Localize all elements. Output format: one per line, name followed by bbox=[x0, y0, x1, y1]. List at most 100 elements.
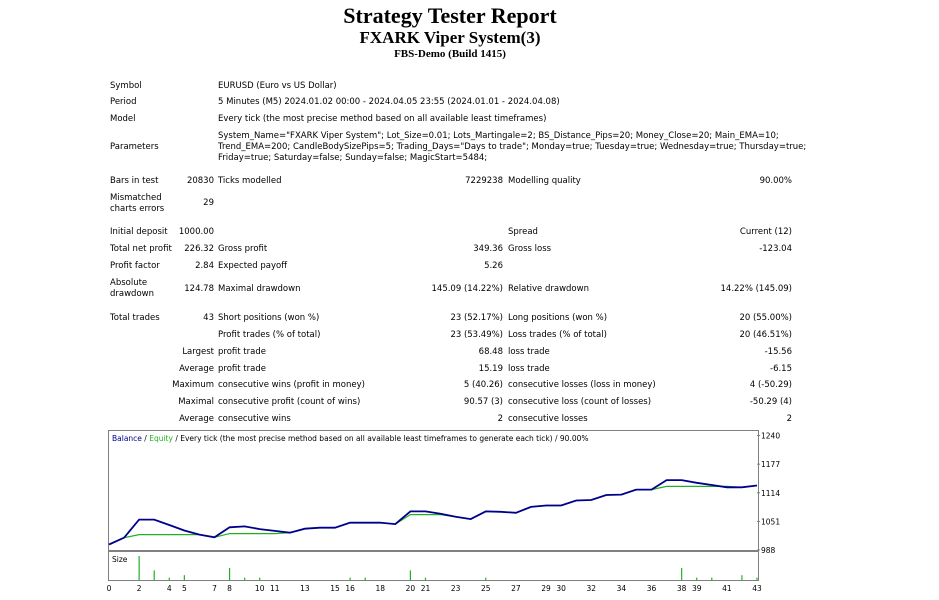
mismatch-label: charts errors bbox=[110, 204, 165, 214]
legend-equity: Equity bbox=[149, 434, 173, 443]
chart-legend: Balance / Equity / Every tick (the most … bbox=[112, 434, 589, 443]
x-tick-label: 25 bbox=[481, 584, 491, 593]
maximum-label: Maximum bbox=[172, 380, 214, 390]
model-label: Model bbox=[110, 114, 136, 124]
spread-value: Current (12) bbox=[739, 227, 792, 237]
x-tick-label: 32 bbox=[586, 584, 596, 593]
profit-trades-label: Profit trades (% of total) bbox=[218, 330, 321, 340]
largest-profit-label: profit trade bbox=[218, 347, 266, 357]
ticks-value: 7229238 bbox=[465, 176, 503, 186]
profit-factor-label: Profit factor bbox=[110, 261, 160, 271]
x-axis-ticks: 0 2 4 5 7 8 10 11 13 15 16 18 20 21 23 25 27 29 30 32 34 36 38… bbox=[107, 584, 762, 593]
average-loss-value: -6.15 bbox=[770, 364, 792, 374]
x-tick-label: 34 bbox=[617, 584, 627, 593]
deposit-label: Initial deposit bbox=[110, 227, 168, 237]
cons-loss-count-value: -50.29 (4) bbox=[749, 397, 792, 407]
largest-label: Largest bbox=[182, 347, 214, 357]
balance-line bbox=[108, 479, 758, 546]
y-tick-label: 1177 bbox=[761, 460, 780, 469]
cons-profit-count-value: 90.57 (3) bbox=[463, 397, 503, 407]
profit-trades-value: 23 (53.49%) bbox=[450, 330, 503, 340]
x-tick-label: 41 bbox=[722, 584, 732, 593]
mismatch-label: Mismatched bbox=[110, 193, 162, 203]
x-tick-label: 39 bbox=[692, 584, 702, 593]
average-profit-value: 15.19 bbox=[478, 364, 503, 374]
loss-trades-value: 20 (46.51%) bbox=[739, 330, 792, 340]
main-chart-frame bbox=[108, 430, 759, 551]
average-loss-label: loss trade bbox=[508, 364, 550, 374]
cons-profit-count-label: consecutive profit (count of wins) bbox=[218, 397, 361, 407]
absolute-drawdown-label: Absolute bbox=[110, 278, 148, 288]
cons-wins-money-label: consecutive wins (profit in money) bbox=[218, 380, 365, 390]
relative-drawdown-value: 14.22% (145.09) bbox=[720, 284, 793, 294]
size-bars bbox=[138, 556, 758, 580]
x-tick-label: 21 bbox=[421, 584, 431, 593]
largest-loss-label: loss trade bbox=[508, 347, 550, 357]
mismatch-value: 29 bbox=[203, 198, 214, 208]
average-consecutive-label: Average bbox=[179, 414, 214, 424]
symbol-value: EURUSD (Euro vs US Dollar) bbox=[218, 81, 337, 91]
relative-drawdown-label: Relative drawdown bbox=[508, 284, 589, 294]
x-tick-label: 38 bbox=[677, 584, 687, 593]
maximal-drawdown-value: 145.09 (14.22%) bbox=[431, 284, 504, 294]
x-tick-label: 18 bbox=[375, 584, 385, 593]
symbol-label: Symbol bbox=[110, 81, 142, 91]
avg-cons-losses-label: consecutive losses bbox=[508, 414, 588, 424]
short-positions-value: 23 (52.17%) bbox=[450, 313, 503, 323]
parameters-line: Trend_EMA=200; CandleBodySizePips=5; Tra… bbox=[218, 142, 807, 152]
maximal-label: Maximal bbox=[178, 397, 214, 407]
avg-cons-losses-value: 2 bbox=[786, 414, 792, 424]
x-tick-label: 30 bbox=[556, 584, 566, 593]
short-positions-label: Short positions (won %) bbox=[218, 313, 320, 323]
expected-payoff-value: 5.26 bbox=[484, 261, 503, 271]
absolute-drawdown-value: 124.78 bbox=[184, 284, 214, 294]
maximal-drawdown-label: Maximal drawdown bbox=[218, 284, 301, 294]
expert-name: FXARK Viper System(3) bbox=[359, 28, 541, 47]
gross-loss-label: Gross loss bbox=[508, 244, 552, 254]
cons-losses-money-label: consecutive losses (loss in money) bbox=[508, 380, 656, 390]
period-value: 5 Minutes (M5) 2024.01.02 00:00 - 2024.0… bbox=[218, 97, 560, 107]
x-tick-label: 8 bbox=[227, 584, 232, 593]
expected-payoff-label: Expected payoff bbox=[218, 261, 288, 271]
long-positions-value: 20 (55.00%) bbox=[739, 313, 792, 323]
legend-balance: Balance bbox=[112, 434, 142, 443]
average-label: Average bbox=[179, 364, 214, 374]
report-title: Strategy Tester Report bbox=[343, 3, 557, 28]
legend-description: / Every tick (the most precise method ba… bbox=[173, 434, 589, 443]
y-tick-label: 1240 bbox=[761, 432, 780, 441]
x-tick-label: 27 bbox=[511, 584, 521, 593]
gross-profit-label: Gross profit bbox=[218, 244, 268, 254]
x-tick-label: 23 bbox=[451, 584, 461, 593]
x-tick-label: 20 bbox=[406, 584, 416, 593]
x-tick-label: 10 bbox=[255, 584, 265, 593]
period-label: Period bbox=[110, 97, 137, 107]
cons-losses-money-value: 4 (-50.29) bbox=[749, 380, 792, 390]
x-tick-label: 4 bbox=[167, 584, 172, 593]
avg-cons-wins-value: 2 bbox=[497, 414, 503, 424]
average-profit-label: profit trade bbox=[218, 364, 266, 374]
x-tick-label: 0 bbox=[107, 584, 112, 593]
quality-label: Modelling quality bbox=[508, 176, 581, 186]
x-tick-label: 5 bbox=[182, 584, 187, 593]
server-build: FBS-Demo (Build 1415) bbox=[394, 48, 506, 60]
absolute-drawdown-label: drawdown bbox=[110, 289, 154, 299]
gross-loss-value: -123.04 bbox=[759, 244, 792, 254]
x-tick-label: 13 bbox=[300, 584, 310, 593]
net-profit-value: 226.32 bbox=[184, 244, 214, 254]
x-tick-label: 11 bbox=[270, 584, 280, 593]
spread-label: Spread bbox=[508, 227, 538, 237]
total-trades-value: 43 bbox=[203, 313, 214, 323]
x-tick-label: 29 bbox=[541, 584, 551, 593]
x-tick-label: 43 bbox=[752, 584, 762, 593]
legend-separator: / bbox=[142, 434, 149, 443]
gross-profit-value: 349.36 bbox=[473, 244, 503, 254]
total-trades-label: Total trades bbox=[110, 313, 160, 323]
y-tick-label: 1114 bbox=[761, 489, 780, 498]
y-axis-ticks: 988 1051 1114 1177 1240 bbox=[757, 432, 780, 555]
bars-value: 20830 bbox=[186, 176, 214, 186]
parameters-label: Parameters bbox=[110, 142, 159, 152]
bars-label: Bars in test bbox=[110, 176, 159, 186]
x-tick-label: 2 bbox=[137, 584, 142, 593]
size-label: Size bbox=[112, 555, 128, 564]
ticks-label: Ticks modelled bbox=[218, 176, 282, 186]
